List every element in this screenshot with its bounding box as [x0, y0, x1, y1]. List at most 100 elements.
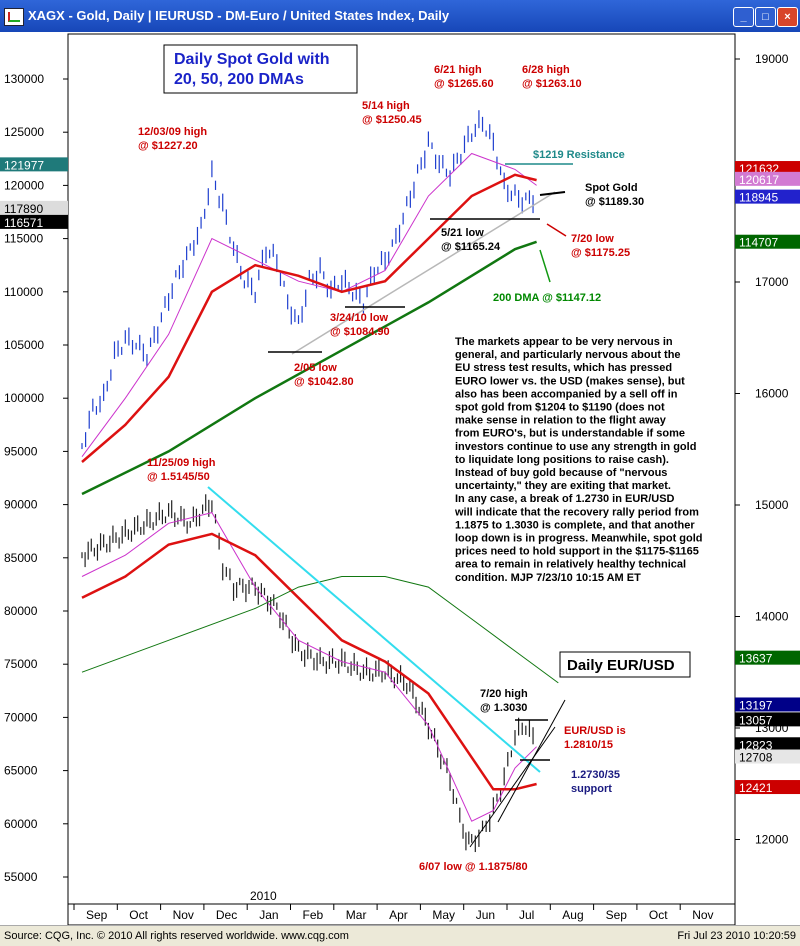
x-tick-label: Jun [476, 908, 495, 922]
price-tag-label: 120617 [739, 173, 779, 187]
left-tick-label: 85000 [4, 551, 38, 565]
price-tag-label: 13057 [739, 713, 773, 727]
left-tick-label: 70000 [4, 710, 38, 724]
annotation-eurnow: EUR/USD is 1.2810/15 [564, 725, 626, 751]
x-tick-label: Feb [303, 908, 324, 922]
price-tag-label: 12708 [739, 751, 773, 765]
ma-line-200-dma [81, 240, 538, 496]
minimize-button[interactable]: _ [733, 7, 754, 27]
left-tick-label: 110000 [4, 285, 43, 299]
status-bar: Source: CQG, Inc. © 2010 All rights rese… [0, 925, 800, 946]
price-tag-label: 12421 [739, 781, 773, 795]
price-tag [735, 234, 800, 249]
chart-svg: 130000 125000 120000 115000 110000 105000 1000… [0, 33, 800, 926]
right-tick-label: 14000 [755, 610, 789, 624]
annotation-jul20h: 7/20 high @ 1.3030 [480, 688, 528, 714]
left-tick-label: 95000 [4, 444, 38, 458]
plot-frame [67, 33, 736, 905]
x-tick-label: Sep [86, 908, 108, 922]
x-tick-label: Jan [259, 908, 278, 922]
ma-line-200-dma [81, 576, 559, 684]
year-label: 2010 [250, 889, 277, 903]
price-tag [735, 161, 800, 176]
dma-arrow [539, 249, 551, 283]
x-tick-label: Apr [389, 908, 408, 922]
x-tick-label: Jul [519, 908, 534, 922]
ma-line-20-dma [81, 152, 537, 457]
ma-line-50-dma [81, 173, 537, 463]
price-tag-label: 114707 [739, 236, 778, 250]
annotation-jul20: 7/20 low @ $1175.25 [571, 233, 630, 259]
left-tick-label: 80000 [4, 604, 38, 618]
right-tick-label: 17000 [755, 275, 789, 289]
window-title: XAGX - Gold, Daily | IEURUSD - DM-Euro /… [28, 8, 450, 23]
left-tick-label: 90000 [4, 498, 38, 512]
x-tick-label: Mar [346, 908, 367, 922]
right-tick-label: 19000 [755, 52, 789, 66]
left-tick-label: 75000 [4, 657, 38, 671]
price-tag [735, 189, 800, 204]
x-tick-label: Sep [606, 908, 628, 922]
annotation-may14: 5/14 high @ $1250.45 [362, 100, 422, 126]
price-tag-label: 13197 [739, 698, 773, 712]
gold-chart-title: Daily Spot Gold with 20, 50, 200 DMAs [174, 51, 330, 88]
price-tag-label: 12823 [739, 738, 773, 752]
price-tag-label: 118945 [739, 191, 778, 205]
x-tick-label: Dec [216, 908, 237, 922]
x-tick-label: May [432, 908, 455, 922]
price-tag [0, 214, 68, 229]
price-tag [735, 712, 800, 727]
annotation-spot: Spot Gold @ $1189.30 [585, 182, 644, 208]
x-tick-label: Nov [173, 908, 194, 922]
eur-title-box [559, 651, 691, 678]
price-tag [735, 650, 800, 665]
price-tag-label: 13637 [739, 652, 773, 666]
eur-channel-high [497, 699, 566, 823]
price-tag [735, 749, 800, 764]
right-tick-label: 15000 [755, 498, 789, 512]
commentary-text: The markets appear to be very nervous in… [454, 336, 703, 584]
jul20-arrow [546, 223, 567, 237]
left-tick-label: 100000 [4, 391, 44, 405]
eur-downtrend [207, 486, 541, 773]
x-tick-label: Oct [129, 908, 148, 922]
annotation-dec03: 12/03/09 high @ $1227.20 [138, 126, 207, 152]
right-tick-label: 16000 [755, 387, 789, 401]
x-tick-label: Oct [649, 908, 668, 922]
annotation-mar24: 3/24/10 low @ $1084.90 [330, 312, 390, 338]
left-tick-label: 65000 [4, 764, 38, 778]
left-tick-label: 55000 [4, 870, 38, 884]
annotation-supp: 1.2730/35 support [571, 769, 620, 795]
ma-line-20-dma [81, 512, 537, 822]
spot-arrow [539, 191, 566, 196]
app-icon[interactable] [4, 8, 24, 26]
left-tick-label: 105000 [4, 338, 44, 352]
price-tag [735, 171, 800, 186]
left-tick-label: 120000 [4, 178, 44, 192]
right-tick-label: 12000 [755, 833, 789, 847]
annotation-may21: 5/21 low @ $1165.24 [441, 227, 501, 253]
gold-title-box [163, 44, 358, 94]
price-tag [735, 737, 800, 752]
window-titlebar: XAGX - Gold, Daily | IEURUSD - DM-Euro /… [0, 0, 800, 32]
source-text: Source: CQG, Inc. © 2010 All rights rese… [4, 930, 349, 942]
price-tag [735, 780, 800, 795]
annotation-res: $1219 Resistance [533, 149, 625, 161]
datetime-text: Fri Jul 23 2010 10:20:59 [677, 930, 796, 942]
price-tag [0, 200, 68, 215]
x-tick-label: Nov [692, 908, 713, 922]
ma-line-50-dma [81, 532, 537, 791]
price-tag-label: 121977 [4, 158, 44, 172]
left-tick-label: 130000 [4, 72, 44, 86]
annotation-jun07: 6/07 low @ 1.1875/80 [419, 861, 528, 873]
maximize-button[interactable]: □ [755, 7, 776, 27]
price-tag-label: 116571 [4, 216, 43, 230]
chart-area: 130000 125000 120000 115000 110000 105000 1000… [0, 32, 800, 926]
price-tag [735, 697, 800, 712]
annotation-jun28: 6/28 high @ $1263.10 [522, 64, 582, 90]
annotation-nov25: 11/25/09 high @ 1.5145/50 [147, 457, 216, 483]
annotation-dma200: 200 DMA @ $1147.12 [493, 292, 601, 304]
eur-chart-title: Daily EUR/USD [567, 657, 675, 674]
x-tick-label: Aug [562, 908, 583, 922]
close-button[interactable]: × [777, 7, 798, 27]
